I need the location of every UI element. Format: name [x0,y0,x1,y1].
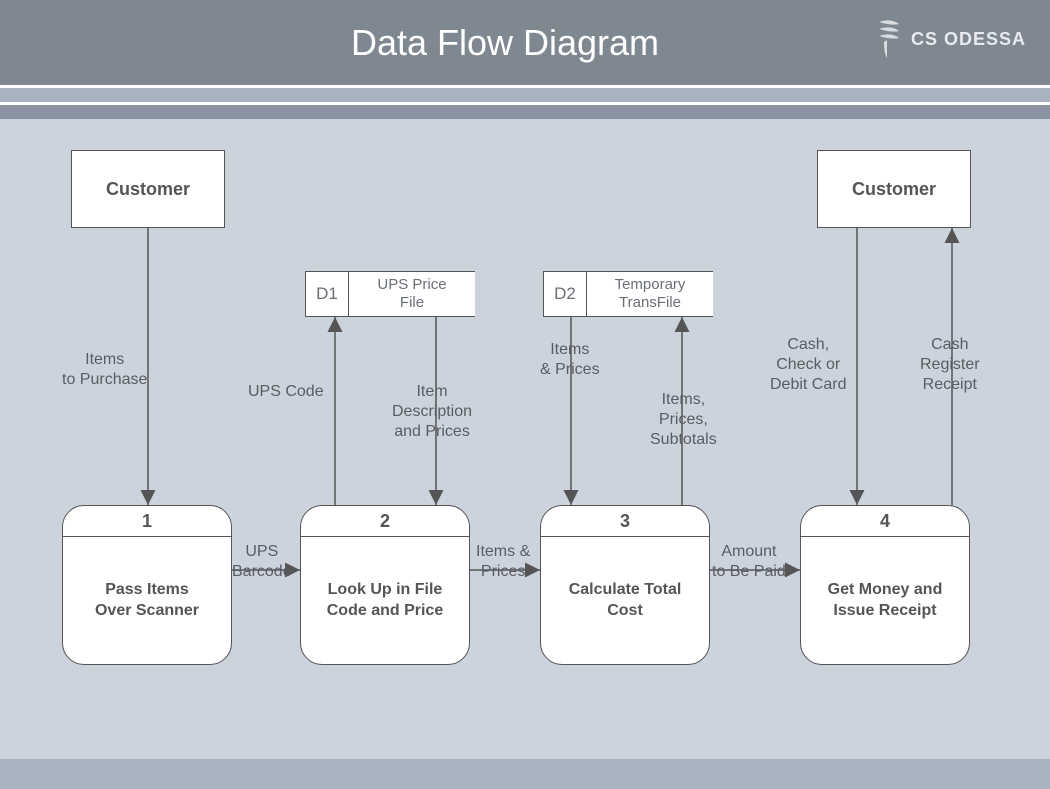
process-label: Pass ItemsOver Scanner [63,537,231,664]
datastore-d1: D1UPS PriceFile [305,271,475,317]
header-bar: Data Flow Diagram CS ODESSA [0,0,1050,85]
datastore-label: TemporaryTransFile [587,271,713,317]
edge-label-e9: Items &Prices [476,542,530,582]
process-label: Get Money andIssue Receipt [801,537,969,664]
edge-label-e2: UPS Code [248,382,324,402]
edge-label-e7: CashRegisterReceipt [920,335,980,395]
brand-icon [873,18,905,60]
edge-label-e3: ItemDescriptionand Prices [392,382,472,442]
brand-logo: CS ODESSA [873,18,1026,60]
process-number: 4 [801,506,969,537]
header-stripe-dark [0,105,1050,119]
datastore-id: D2 [543,271,587,317]
brand-text: CS ODESSA [911,29,1026,50]
footer-stripe [0,759,1050,789]
edge-label-e10: Amountto Be Paid [712,542,786,582]
process-label: Calculate TotalCost [541,537,709,664]
edge-label-e1: Itemsto Purchase [62,350,147,390]
process-p2: 2Look Up in FileCode and Price [300,505,470,665]
datastore-d2: D2TemporaryTransFile [543,271,713,317]
edge-label-e4: Items& Prices [540,340,600,380]
edge-label-e5: Items,Prices,Subtotals [650,390,717,450]
header-stripe-light [0,88,1050,102]
edge-label-e6: Cash,Check orDebit Card [770,335,846,395]
process-p4: 4Get Money andIssue Receipt [800,505,970,665]
entity-customer-left: Customer [71,150,225,228]
process-label: Look Up in FileCode and Price [301,537,469,664]
diagram-root: Data Flow Diagram CS ODESSA Customer Cust… [0,0,1050,789]
page-title: Data Flow Diagram [351,22,659,64]
datastore-label: UPS PriceFile [349,271,475,317]
process-number: 3 [541,506,709,537]
datastore-id: D1 [305,271,349,317]
process-number: 2 [301,506,469,537]
process-number: 1 [63,506,231,537]
entity-customer-right: Customer [817,150,971,228]
process-p3: 3Calculate TotalCost [540,505,710,665]
process-p1: 1Pass ItemsOver Scanner [62,505,232,665]
edge-label-e8: UPSBarcode [232,542,292,582]
